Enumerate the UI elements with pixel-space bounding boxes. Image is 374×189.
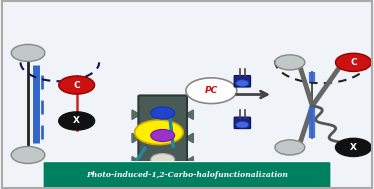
- Circle shape: [59, 76, 95, 94]
- Text: C: C: [73, 81, 80, 90]
- Polygon shape: [185, 110, 193, 119]
- Polygon shape: [185, 133, 193, 143]
- Circle shape: [335, 53, 371, 71]
- Circle shape: [236, 80, 249, 86]
- Circle shape: [11, 146, 45, 163]
- Polygon shape: [145, 162, 163, 179]
- Circle shape: [236, 122, 249, 128]
- Circle shape: [135, 120, 183, 145]
- FancyBboxPatch shape: [234, 76, 251, 87]
- Circle shape: [186, 78, 237, 104]
- Circle shape: [11, 44, 45, 61]
- Polygon shape: [132, 133, 140, 143]
- FancyBboxPatch shape: [138, 95, 187, 180]
- Text: Photo-induced-1,2-Carbo-halofunctionalization: Photo-induced-1,2-Carbo-halofunctionaliz…: [86, 171, 288, 179]
- FancyBboxPatch shape: [234, 117, 251, 129]
- Circle shape: [59, 112, 95, 130]
- Polygon shape: [140, 145, 178, 179]
- Polygon shape: [145, 148, 173, 162]
- Circle shape: [151, 153, 175, 166]
- Circle shape: [335, 138, 371, 156]
- Text: PC: PC: [205, 86, 218, 95]
- Text: C: C: [350, 58, 357, 67]
- Circle shape: [275, 140, 305, 155]
- Polygon shape: [132, 156, 140, 166]
- FancyBboxPatch shape: [43, 162, 331, 188]
- Polygon shape: [185, 156, 193, 166]
- Circle shape: [275, 55, 305, 70]
- Text: X: X: [350, 143, 357, 152]
- Text: X: X: [73, 116, 80, 125]
- Circle shape: [151, 107, 175, 119]
- Circle shape: [151, 129, 175, 142]
- Polygon shape: [132, 110, 140, 119]
